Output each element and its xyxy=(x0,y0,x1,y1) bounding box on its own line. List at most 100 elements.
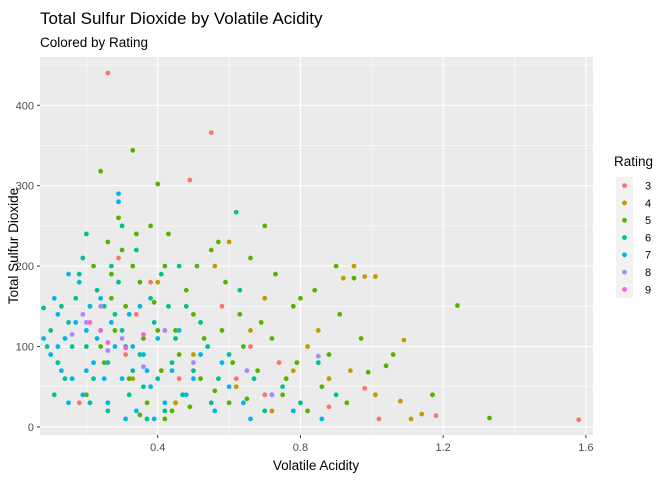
data-point-rating-6 xyxy=(141,384,146,390)
data-point-rating-6 xyxy=(180,392,186,398)
data-point-rating-5 xyxy=(244,396,250,402)
data-point-rating-6 xyxy=(83,344,89,349)
data-point-rating-7 xyxy=(144,368,150,374)
data-point-rating-8 xyxy=(83,320,89,325)
data-point-rating-5 xyxy=(358,336,364,341)
data-point-rating-4 xyxy=(226,239,232,245)
data-point-rating-6 xyxy=(233,209,239,215)
data-point-rating-5 xyxy=(151,299,157,305)
data-point-rating-6 xyxy=(66,320,71,325)
data-point-rating-7 xyxy=(226,384,232,390)
data-point-rating-6 xyxy=(133,247,139,253)
data-point-rating-7 xyxy=(69,376,75,382)
data-point-rating-5 xyxy=(137,412,143,418)
data-point-rating-3 xyxy=(262,392,268,398)
data-point-rating-5 xyxy=(223,279,228,285)
data-point-rating-7 xyxy=(123,416,129,422)
data-point-rating-6 xyxy=(198,320,203,325)
data-point-rating-6 xyxy=(101,303,107,309)
data-point-rating-4 xyxy=(315,328,321,333)
data-point-rating-8 xyxy=(141,364,146,370)
data-point-rating-5 xyxy=(91,263,96,269)
data-point-rating-7 xyxy=(130,344,136,349)
data-point-rating-6 xyxy=(59,303,64,309)
data-point-rating-5 xyxy=(280,392,286,398)
data-point-rating-6 xyxy=(251,376,257,382)
data-point-rating-8 xyxy=(98,303,104,309)
y-tick-label: 200 xyxy=(16,261,34,273)
minor-gridlines xyxy=(40,57,593,435)
data-point-rating-6 xyxy=(108,263,114,269)
y-tick-label: 100 xyxy=(16,342,34,354)
data-point-rating-5 xyxy=(487,415,492,421)
data-point-rating-7 xyxy=(108,320,114,325)
data-point-rating-3 xyxy=(276,360,282,366)
legend: Rating 3 4 5 6 7 8 9 xyxy=(614,154,653,299)
data-point-rating-4 xyxy=(326,376,332,382)
data-point-rating-5 xyxy=(101,360,107,366)
data-point-rating-5 xyxy=(344,400,350,406)
data-point-rating-6 xyxy=(80,255,86,261)
data-point-rating-5 xyxy=(326,352,332,357)
data-point-rating-7 xyxy=(91,360,96,366)
data-point-rating-6 xyxy=(91,376,96,382)
data-point-rating-5 xyxy=(191,311,196,317)
data-point-rating-3 xyxy=(187,177,193,183)
data-point-rating-6 xyxy=(73,295,79,301)
data-point-rating-5 xyxy=(198,376,203,382)
data-point-rating-5 xyxy=(133,231,139,237)
data-point-rating-4 xyxy=(191,352,196,357)
data-point-rating-5 xyxy=(126,376,132,382)
data-point-rating-3 xyxy=(123,352,129,357)
data-point-rating-5 xyxy=(365,369,371,375)
data-point-rating-7 xyxy=(151,416,157,422)
data-point-rating-7 xyxy=(319,416,325,422)
data-point-rating-5 xyxy=(169,408,175,414)
data-point-rating-6 xyxy=(158,271,164,277)
data-point-rating-7 xyxy=(80,392,86,398)
data-point-rating-5 xyxy=(123,303,129,309)
data-point-rating-7 xyxy=(126,311,132,317)
data-point-rating-6 xyxy=(176,263,182,269)
data-point-rating-8 xyxy=(80,311,86,317)
data-point-rating-5 xyxy=(430,392,435,398)
data-point-rating-5 xyxy=(219,328,225,333)
data-point-rating-4 xyxy=(340,275,346,281)
data-point-rating-5 xyxy=(98,168,104,174)
data-point-rating-6 xyxy=(191,368,196,374)
data-point-rating-4 xyxy=(401,337,407,343)
data-point-rating-5 xyxy=(155,181,161,187)
data-point-rating-6 xyxy=(315,360,321,366)
data-point-rating-7 xyxy=(105,400,111,406)
data-points xyxy=(41,70,582,423)
data-point-rating-3 xyxy=(176,376,182,382)
data-point-rating-3 xyxy=(233,376,239,382)
data-point-rating-8 xyxy=(69,332,75,337)
data-point-rating-5 xyxy=(319,384,325,390)
legend-label-rating-4: 4 xyxy=(645,198,651,210)
data-point-rating-7 xyxy=(73,320,79,325)
data-point-rating-5 xyxy=(116,215,121,221)
data-point-rating-7 xyxy=(191,376,196,382)
data-point-rating-6 xyxy=(333,392,339,398)
data-point-rating-7 xyxy=(198,352,203,357)
data-point-rating-6 xyxy=(151,320,157,325)
data-point-rating-5 xyxy=(390,352,396,357)
data-point-rating-3 xyxy=(105,70,111,76)
data-point-rating-3 xyxy=(133,311,139,317)
data-point-rating-7 xyxy=(83,328,89,333)
data-point-rating-4 xyxy=(351,263,357,269)
data-point-rating-6 xyxy=(173,336,178,341)
data-point-rating-5 xyxy=(298,295,303,301)
data-point-rating-5 xyxy=(137,279,143,285)
data-point-rating-4 xyxy=(233,384,239,390)
data-point-rating-3 xyxy=(148,279,154,285)
legend-swatch-rating-5 xyxy=(622,217,627,223)
data-point-rating-6 xyxy=(51,392,57,398)
data-point-rating-3 xyxy=(116,255,121,261)
legend-swatch-rating-7 xyxy=(622,252,627,258)
legend-label-rating-5: 5 xyxy=(645,215,651,227)
data-point-rating-5 xyxy=(383,363,389,369)
data-point-rating-7 xyxy=(101,376,107,382)
data-point-rating-5 xyxy=(226,400,232,406)
